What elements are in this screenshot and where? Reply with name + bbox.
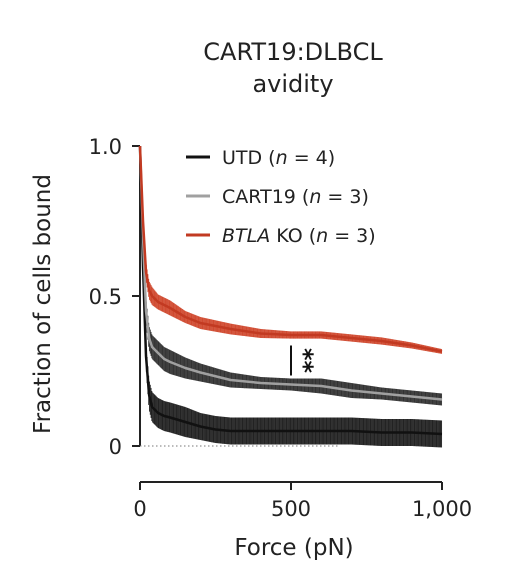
annotation-layer: ** [290,345,318,376]
series-layer [138,145,443,448]
legend: UTD (n = 4) CART19 (n = 3) BTLA KO (n = 3) [186,147,376,247]
chart-title-line-2: avidity [252,70,333,98]
legend-label: CART19 (n = 3) [222,186,369,208]
legend-item-1: CART19 (n = 3) [186,186,369,208]
series-1-line [138,145,443,401]
x-tick-label: 500 [271,497,311,521]
x-axis-label: Force (pN) [234,535,353,561]
y-tick-label: 1.0 [89,135,122,159]
series-2-line [138,145,443,353]
x-tick-label: 1,000 [412,497,472,521]
series-0 [138,145,443,448]
legend-item-2: BTLA KO (n = 3) [186,225,376,247]
legend-item-0: UTD (n = 4) [186,147,335,169]
y-tick-label: 0.5 [89,285,122,309]
legend-label: BTLA KO (n = 3) [222,225,376,247]
y-tick-label: 0 [109,435,122,459]
y-axis-label: Fraction of cells bound [30,174,56,434]
legend-label: UTD (n = 4) [222,147,335,169]
x-axis: 0 500 1,000 Force (pN) [133,481,472,561]
series-2-error-bars [141,198,443,354]
y-axis: 0 0.5 1.0 Fraction of cells bound [30,135,141,459]
chart-title: CART19:DLBCL avidity [203,38,383,98]
x-tick-label: 0 [133,497,146,521]
series-1 [138,145,443,406]
significance-stars: ** [290,348,318,374]
chart-title-line-1: CART19:DLBCL [203,38,383,66]
series-0-line [138,145,443,436]
series-2 [138,145,443,354]
